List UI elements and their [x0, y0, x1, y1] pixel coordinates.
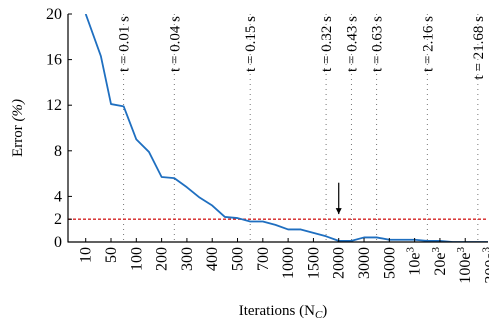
y-axis-label-unit: (%) [10, 99, 26, 122]
x-tick-label-superscript: 3 [430, 247, 442, 253]
x-tick-label-base: 400 [204, 247, 221, 271]
time-annotation-label: t = 0.63 s [370, 16, 386, 72]
y-axis-label: Error (%) [10, 99, 26, 157]
x-tick-label-superscript: 3 [405, 247, 417, 253]
y-tick-label: 8 [54, 143, 62, 160]
time-annotation-label: t = 0.15 s [243, 16, 259, 72]
plot-area [68, 14, 488, 242]
x-tick-label: 700 [255, 247, 272, 271]
x-axis-label-text: Iterations (N [239, 303, 315, 319]
x-tick-label: 3000 [356, 247, 373, 279]
x-tick-label-base: 10 [78, 247, 95, 263]
x-axis-label-close: ) [322, 303, 327, 319]
x-tick-label-base: 2000 [331, 247, 348, 279]
y-tick-label: 4 [54, 188, 62, 205]
x-tick-label-base: 1500 [305, 247, 322, 279]
x-axis-label: Iterations (NC) [239, 303, 328, 321]
time-annotation-label: t = 0.01 s [117, 16, 133, 72]
x-tick-label-base: 500 [230, 247, 247, 271]
x-tick-label: 5000 [381, 247, 398, 279]
x-tick-label: 1500 [305, 247, 322, 279]
x-tick-label: 1000 [280, 247, 297, 279]
time-annotation-label: t = 0.04 s [167, 16, 183, 72]
x-tick-label-base: 200 [154, 247, 171, 271]
x-tick-label-base: 10e [407, 253, 424, 276]
x-tick-label: 50 [103, 247, 120, 263]
x-tick-label: 400 [204, 247, 221, 271]
y-axis-label-text: Error [10, 122, 26, 157]
x-tick-label: 20e3 [430, 247, 449, 276]
x-tick-label-base: 300e [483, 253, 489, 284]
x-tick-label-base: 700 [255, 247, 272, 271]
x-tick-label-base: 3000 [356, 247, 373, 279]
time-annotation-label: t = 21.68 s [471, 16, 487, 80]
arrow-head [335, 208, 342, 215]
error-series-line [84, 14, 488, 242]
time-annotation-label: t = 2.16 s [420, 16, 436, 72]
y-tick-label: 2 [54, 211, 62, 228]
x-tick-label: 100 [128, 247, 145, 271]
x-tick-label: 2000 [331, 247, 348, 279]
x-tick-label: 300 [179, 247, 196, 271]
time-annotations: t = 0.01 s t = 0.04 s t = 0.15 s t = 0.32 s… [117, 16, 487, 80]
x-tick-label-base: 100 [128, 247, 145, 271]
x-tick-label: 100e3 [455, 247, 474, 284]
x-tick-label-base: 50 [103, 247, 120, 263]
time-annotation-label: t = 0.43 s [344, 16, 360, 72]
x-tick-label-base: 1000 [280, 247, 297, 279]
x-tick-label-base: 100e [457, 253, 474, 284]
y-tick-label: 20 [46, 6, 62, 23]
tick-labels: 0 2 4 8 12 16 20 10 50 100 200 300 400 500 700 1000 1500… [46, 6, 489, 284]
x-tick-label: 10 [78, 247, 95, 263]
x-axis-label-subscript: C [315, 309, 323, 321]
y-tick-label: 12 [46, 97, 62, 114]
x-tick-label-base: 20e [432, 253, 449, 276]
y-tick-label: 16 [46, 52, 62, 69]
y-tick-label: 0 [54, 234, 62, 251]
x-tick-label: 300e3 [481, 247, 489, 284]
x-tick-label-superscript: 3 [455, 247, 467, 253]
x-tick-label: 500 [230, 247, 247, 271]
axes [67, 13, 488, 243]
x-tick-label: 200 [154, 247, 171, 271]
x-tick-label-base: 5000 [381, 247, 398, 279]
x-tick-label-base: 300 [179, 247, 196, 271]
time-annotation-label: t = 0.32 s [319, 16, 335, 72]
x-tick-label-superscript: 3 [481, 247, 489, 253]
x-tick-label: 10e3 [405, 247, 424, 276]
